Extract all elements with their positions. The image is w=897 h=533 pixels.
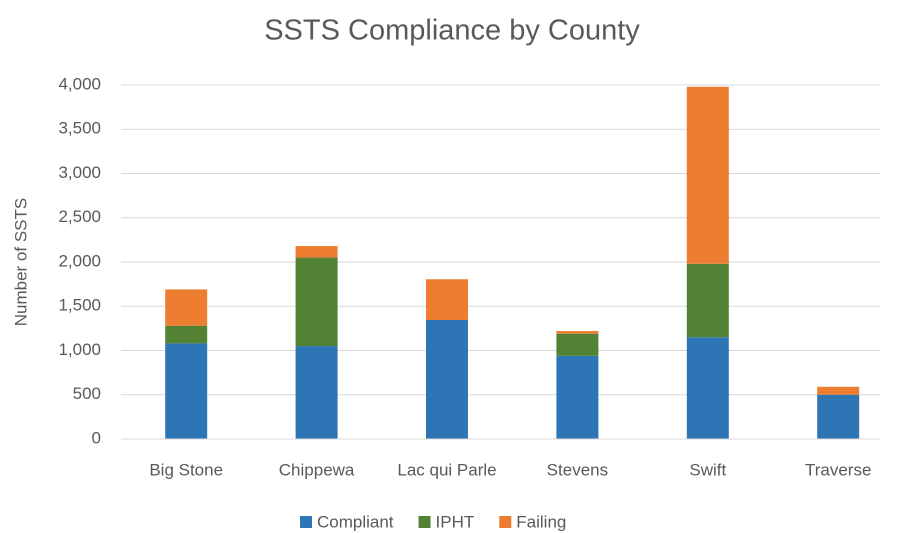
y-tick-label: 3,000 (58, 163, 101, 182)
chart-title: SSTS Compliance by County (264, 15, 640, 47)
legend-swatch (300, 516, 312, 528)
legend-label: Compliant (317, 512, 394, 531)
bar-segment (165, 343, 208, 439)
y-tick-label: 3,500 (58, 119, 101, 138)
legend-swatch (499, 516, 512, 528)
bar-segment (165, 289, 208, 326)
y-tick-label: 4,000 (58, 74, 101, 93)
bar-segment (686, 86, 729, 264)
x-tick-label: Lac qui Parle (397, 460, 496, 479)
bar-segment (295, 346, 338, 439)
bar-segment (556, 331, 599, 334)
legend-swatch (418, 516, 431, 528)
bar-segment (817, 394, 860, 439)
y-tick-label: 2,500 (58, 207, 101, 226)
bar-segment (165, 325, 208, 344)
bar-segment (295, 257, 338, 347)
y-tick-label: 2,000 (58, 251, 101, 270)
legend-label: IPHT (436, 512, 475, 531)
bar-segment (426, 279, 468, 320)
x-tick-label: Chippewa (279, 460, 355, 479)
y-tick-label: 500 (73, 384, 101, 403)
bar-segment (686, 337, 729, 439)
x-tick-label: Big Stone (149, 460, 223, 479)
bar-segment (686, 263, 729, 338)
bar-segment (295, 246, 338, 258)
y-tick-label: 0 (92, 428, 101, 447)
y-tick-label: 1,500 (58, 296, 101, 315)
bar-segment (556, 355, 599, 439)
legend-label: Failing (516, 512, 566, 531)
y-axis-label: Number of SSTS (11, 198, 30, 327)
y-tick-label: 1,000 (58, 340, 101, 359)
x-tick-label: Traverse (805, 460, 871, 479)
bar-segment (426, 319, 468, 439)
x-tick-label: Swift (689, 460, 726, 479)
bar-segment (817, 386, 860, 395)
x-tick-label: Stevens (547, 460, 608, 479)
bar-segment (556, 333, 599, 356)
